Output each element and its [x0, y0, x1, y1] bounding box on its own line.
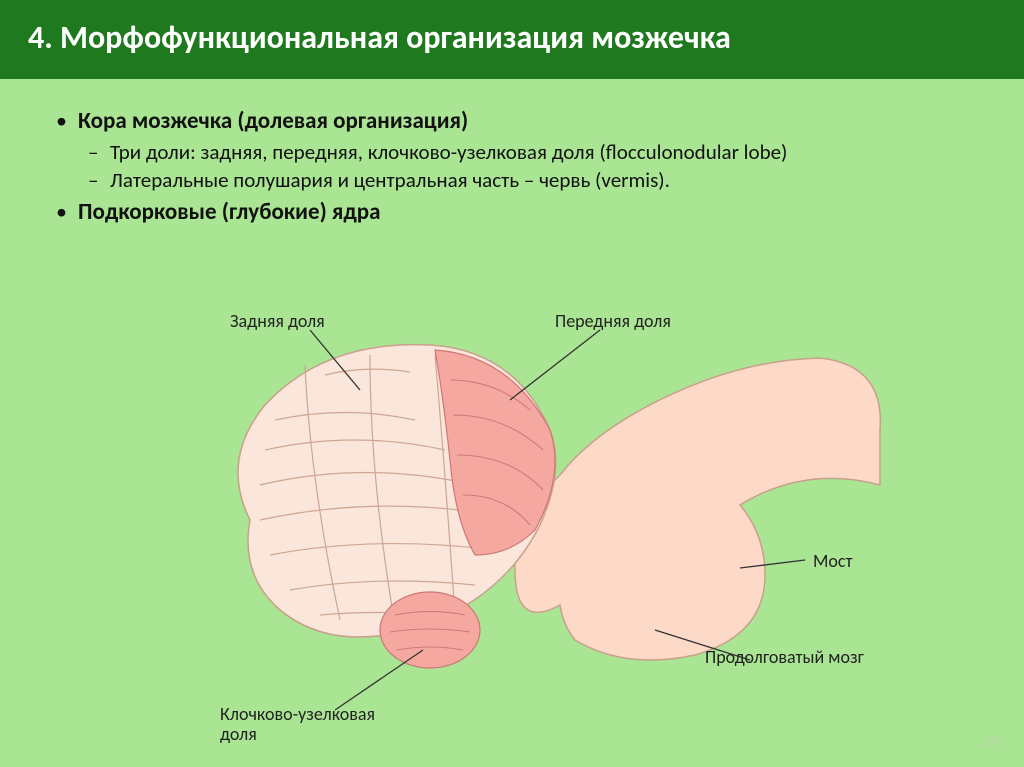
bullet-1-text: Кора мозжечка (долевая организация): [78, 107, 468, 135]
bullet-1-sublist: Три доли: задняя, передняя, клочково-узе…: [78, 139, 976, 194]
label-anterior: Передняя доля: [555, 310, 671, 332]
bullet-1: Кора мозжечка (долевая организация) Три …: [48, 107, 976, 194]
bullet-2-text: Подкорковые (глубокие) ядра: [78, 198, 380, 226]
slide-header: 4. Морфофункциональная организация мозже…: [0, 0, 1024, 79]
content-area: Кора мозжечка (долевая организация) Три …: [0, 79, 1024, 226]
bullet-list: Кора мозжечка (долевая организация) Три …: [48, 107, 976, 226]
bullet-1-sub-2: Латеральные полушария и центральная част…: [78, 167, 976, 193]
label-posterior: Задняя доля: [230, 310, 325, 332]
label-flocculonodular: Клочково-узелковая доля: [220, 705, 390, 745]
label-medulla: Продолговатый мозг: [705, 648, 875, 668]
page-number: 49: [983, 732, 1000, 753]
bullet-2: Подкорковые (глубокие) ядра: [48, 198, 976, 226]
flocculonodular-shape: [380, 592, 480, 668]
label-medulla-text: Продолговатый мозг: [705, 646, 864, 668]
bullet-1-sub-1: Три доли: задняя, передняя, клочково-узе…: [78, 139, 976, 165]
label-flocculonodular-line1: Клочково-узелковая доля: [220, 705, 390, 745]
label-pons: Мост: [813, 550, 852, 572]
brainstem-shape: [515, 358, 880, 660]
cerebellum-diagram: Задняя доля Передняя доля Клочково-узелк…: [165, 310, 885, 730]
slide-title: 4. Морфофункциональная организация мозже…: [28, 18, 996, 57]
